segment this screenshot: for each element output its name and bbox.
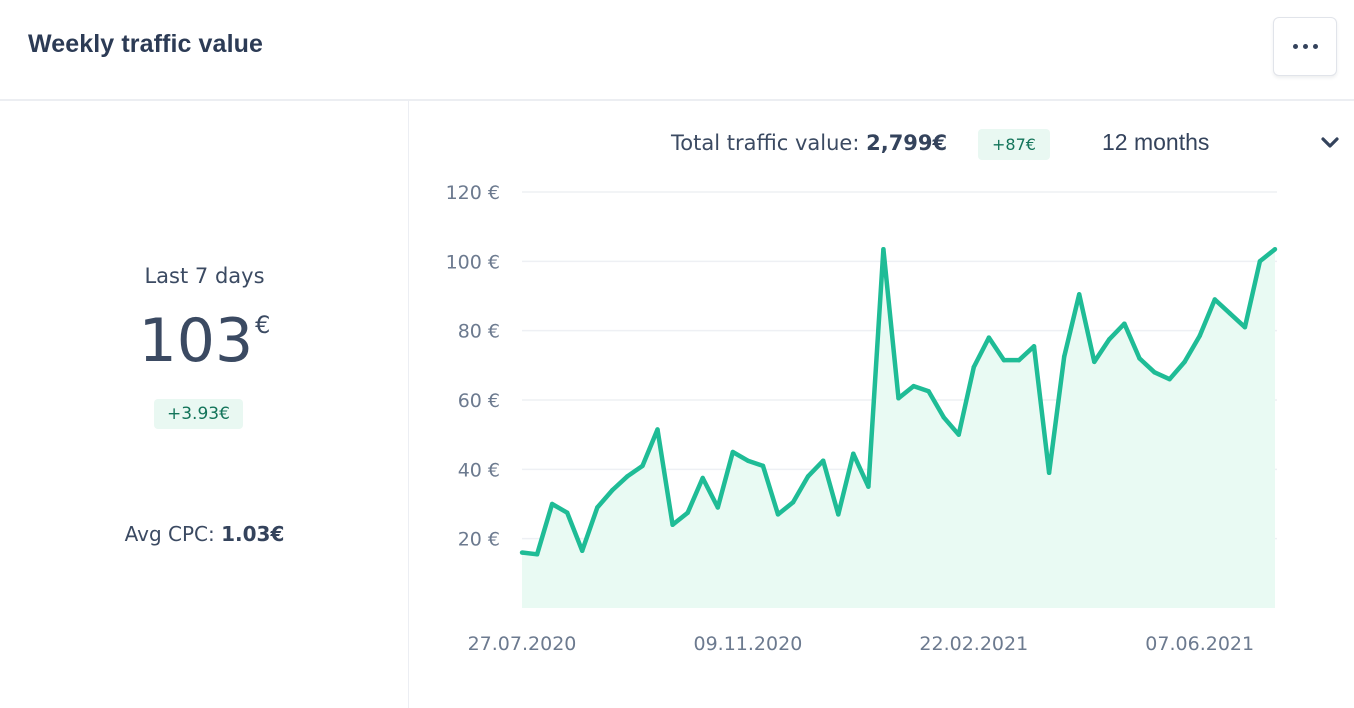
x-axis-labels: 27.07.2020 09.11.2020 22.02.2021 07.06.2021 [468,633,1254,655]
data-point[interactable] [1001,357,1007,363]
data-point[interactable] [655,427,660,432]
data-point[interactable] [911,383,916,389]
data-point[interactable] [956,432,961,437]
data-point[interactable] [941,415,946,420]
data-point[interactable] [1046,470,1052,475]
more-horizontal-icon [1292,44,1298,49]
period-select[interactable]: 12 months [1102,123,1340,163]
x-tick-label: 22.02.2021 [919,633,1028,655]
total-label: Total traffic value: [671,131,860,155]
data-points [519,247,1278,557]
data-point[interactable] [1242,325,1248,330]
more-horizontal-icon [1302,44,1308,49]
y-tick-label: 100 € [446,251,500,273]
avg-cpc: Avg CPC: 1.03€ [0,522,409,546]
data-point[interactable] [1122,321,1127,326]
period-label: Last 7 days [144,264,265,288]
data-point[interactable] [821,458,826,463]
data-point[interactable] [836,512,841,517]
data-point[interactable] [760,463,766,469]
data-point[interactable] [519,550,525,555]
y-tick-label: 120 € [446,182,500,204]
data-point[interactable] [1061,354,1067,359]
period-select-value: 12 months [1102,129,1210,155]
data-point[interactable] [610,487,615,493]
traffic-chart: 20 € 40 € 60 € 80 € 100 € 120 € 27.07.2020 09.… [446,182,1278,655]
data-point[interactable] [1182,359,1187,365]
summary-panel: Last 7 days 103€ +3.93€ Avg CPC: 1.03€ [0,101,409,708]
more-options-button[interactable] [1273,17,1337,76]
x-tick-label: 07.06.2021 [1145,633,1254,655]
data-point[interactable] [1212,297,1217,302]
data-point[interactable] [670,522,675,527]
more-horizontal-icon [1312,44,1318,49]
total-value: 2,799€ [866,131,948,155]
avg-cpc-value: 1.03€ [221,522,285,546]
avg-cpc-label: Avg CPC: [124,522,215,546]
data-point[interactable] [1031,344,1037,349]
value-currency: € [255,311,271,339]
y-axis-labels: 20 € 40 € 60 € 80 € 100 € 120 € [446,182,500,551]
y-tick-label: 60 € [458,390,500,412]
data-point[interactable] [1152,370,1157,375]
card-title: Weekly traffic value [28,30,263,58]
data-point[interactable] [896,396,901,401]
data-point[interactable] [715,505,720,510]
chart-panel: Total traffic value: 2,799€ +87€ 12 mont… [410,101,1354,708]
data-point[interactable] [851,451,856,456]
data-point[interactable] [580,548,585,553]
data-point[interactable] [790,500,796,505]
data-point[interactable] [926,389,931,394]
total-delta-badge: +87€ [978,129,1050,160]
area-fill [522,249,1275,608]
total-traffic-value: Total traffic value: 2,799€ [671,131,947,155]
data-point[interactable] [805,474,811,479]
value-number: 103 [138,306,254,376]
delta-badge: +3.93€ [154,399,243,429]
data-point[interactable] [564,510,570,515]
chevron-down-icon [1321,137,1339,148]
data-point[interactable] [685,510,690,515]
card-header: Weekly traffic value [0,0,1354,101]
y-tick-label: 20 € [458,529,500,551]
data-point[interactable] [640,463,645,469]
data-point[interactable] [1137,356,1142,361]
data-point[interactable] [986,335,992,340]
data-point[interactable] [1227,311,1233,316]
x-tick-label: 09.11.2020 [694,633,803,655]
data-point[interactable] [730,449,736,455]
x-tick-label: 27.07.2020 [468,633,577,655]
y-tick-label: 80 € [458,321,500,343]
data-point[interactable] [1107,337,1112,342]
data-point[interactable] [625,474,630,479]
data-point[interactable] [549,501,555,507]
data-point[interactable] [971,364,976,370]
data-point[interactable] [1197,333,1202,339]
data-point[interactable] [595,505,600,510]
data-point[interactable] [775,512,781,517]
y-tick-label: 40 € [458,459,500,481]
data-point[interactable] [1167,377,1172,382]
data-point[interactable] [881,247,886,252]
last-7-days-value: 103€ [0,306,409,376]
data-point[interactable] [1092,359,1097,365]
data-point[interactable] [700,475,705,481]
data-point[interactable] [1272,247,1278,252]
data-point[interactable] [745,458,751,463]
data-point[interactable] [1016,357,1022,363]
data-point[interactable] [866,484,871,489]
data-point[interactable] [1077,292,1082,297]
data-point[interactable] [534,552,540,557]
data-point[interactable] [1257,259,1263,264]
